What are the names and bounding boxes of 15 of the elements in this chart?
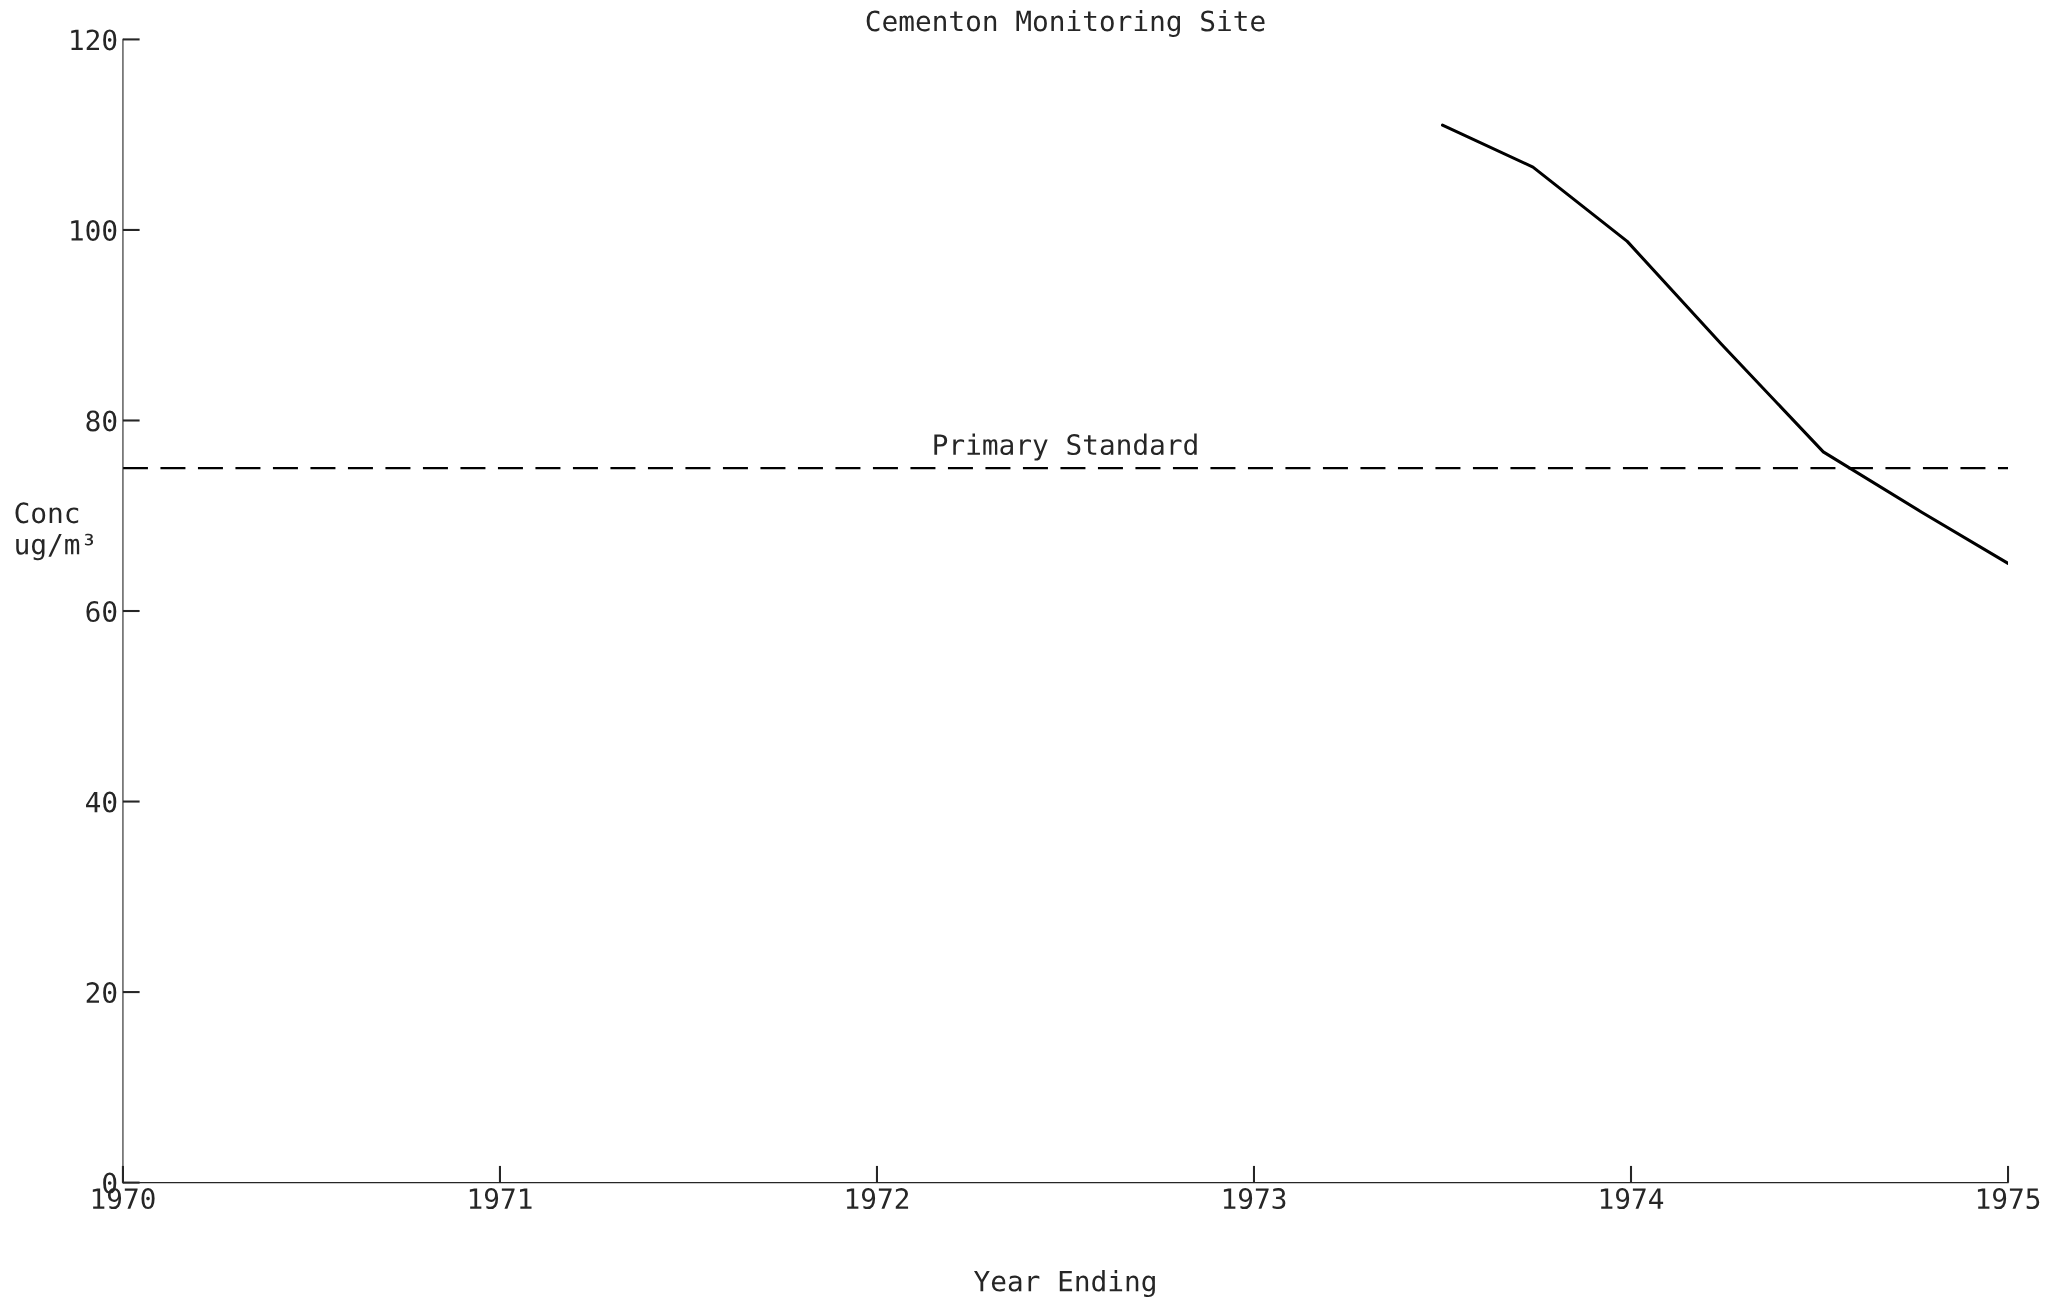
y-tick-label: 80 [86, 410, 117, 432]
y-tick-label: 100 [71, 219, 117, 241]
y-tick-label: 60 [86, 601, 117, 623]
x-axis-title: Year Ending [974, 1270, 1155, 1298]
y-tick-label: 120 [71, 29, 117, 51]
ref-line-label: Primary Standard [934, 433, 1197, 461]
x-tick-label: 1973 [1223, 1188, 1286, 1210]
x-tick-label: 1975 [1977, 1188, 2040, 1210]
chart-title: Cementon Monitoring Site [866, 9, 1265, 38]
x-tick-label: 1974 [1600, 1188, 1664, 1210]
x-tick-label: 1971 [469, 1188, 532, 1210]
y-tick-label: 20 [86, 982, 117, 1004]
y-tick-label: 40 [86, 791, 117, 813]
y-axis-title: Conc ug/m³ [15, 502, 94, 561]
x-tick-label: 1972 [846, 1188, 909, 1210]
